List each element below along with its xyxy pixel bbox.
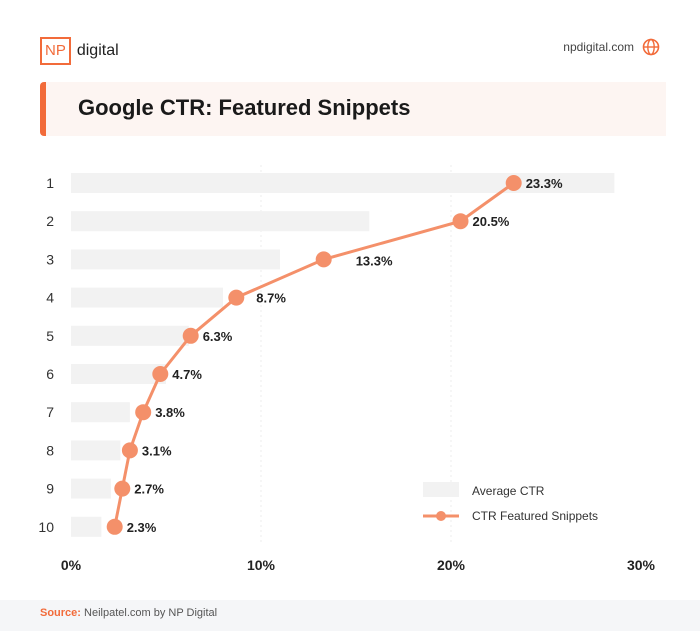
line-point	[114, 480, 131, 497]
line-point	[505, 175, 522, 191]
y-tick-label: 2	[46, 213, 54, 229]
y-tick-label: 7	[46, 404, 54, 420]
logo-np: NP	[40, 37, 71, 65]
line-ctr-featured-snippets	[113, 181, 515, 528]
data-label: 4.7%	[172, 367, 202, 382]
y-tick-label: 3	[46, 251, 54, 267]
source-label: Source:	[40, 607, 81, 619]
title-band: Google CTR: Featured Snippets	[40, 82, 666, 136]
data-label: 6.3%	[203, 329, 233, 344]
x-tick-label: 0%	[61, 557, 82, 573]
data-label: 13.3%	[356, 253, 393, 268]
data-label: 2.3%	[127, 520, 157, 535]
globe-icon	[642, 38, 660, 56]
x-tick-label: 30%	[627, 557, 656, 573]
bar-average-ctr	[71, 211, 370, 232]
line-point	[152, 366, 169, 382]
x-tick-label: 20%	[437, 557, 466, 573]
line-point	[315, 251, 332, 268]
line-point	[182, 327, 199, 344]
footer: Source: Neilpatel.com by NP Digital	[0, 600, 700, 631]
bar-average-ctr	[71, 516, 102, 537]
y-tick-label: 1	[46, 175, 54, 191]
bar-average-ctr	[71, 325, 189, 346]
x-tick-label: 10%	[247, 557, 276, 573]
legend-swatch-average-ctr	[423, 482, 459, 497]
bar-average-ctr	[71, 287, 223, 308]
line-point	[106, 518, 123, 535]
source-text: Neilpatel.com by NP Digital	[84, 607, 218, 619]
chart-title: Google CTR: Featured Snippets	[78, 95, 411, 120]
data-label: 20.5%	[473, 214, 510, 229]
bar-average-ctr	[71, 249, 280, 270]
data-label: 3.1%	[142, 443, 172, 458]
bar-average-ctr	[71, 478, 111, 499]
y-tick-label: 5	[46, 328, 54, 344]
logo-text: digital	[76, 42, 119, 59]
y-tick-label: 9	[46, 481, 54, 497]
bar-average-ctr	[71, 440, 121, 461]
data-label: 3.8%	[155, 405, 185, 420]
data-label: 8.7%	[256, 291, 286, 306]
chart: 1 2 3 4 5 6 7 8 9 10 23.3% 20.5% 13.3% 8.7% 6.3% 4.7% 3.…	[38, 165, 656, 573]
legend-label-featured-snippets: CTR Featured Snippets	[472, 509, 598, 523]
site-url: npdigital.com	[563, 40, 634, 54]
y-tick-label: 8	[46, 442, 54, 458]
y-tick-label: 6	[46, 366, 54, 382]
data-label: 2.7%	[134, 482, 164, 497]
y-tick-label: 4	[46, 290, 54, 306]
bar-average-ctr	[71, 173, 615, 193]
line-point	[228, 289, 245, 306]
np-digital-logo: NP digital	[40, 37, 119, 65]
line-point	[121, 442, 138, 459]
legend-label-average-ctr: Average CTR	[472, 484, 545, 498]
y-tick-label: 10	[38, 519, 54, 535]
legend-swatch-point	[436, 511, 446, 521]
data-label: 23.3%	[526, 176, 563, 191]
bar-average-ctr	[71, 402, 130, 423]
bar-average-ctr	[71, 364, 166, 384]
line-point	[452, 213, 469, 230]
line-point	[135, 404, 152, 421]
